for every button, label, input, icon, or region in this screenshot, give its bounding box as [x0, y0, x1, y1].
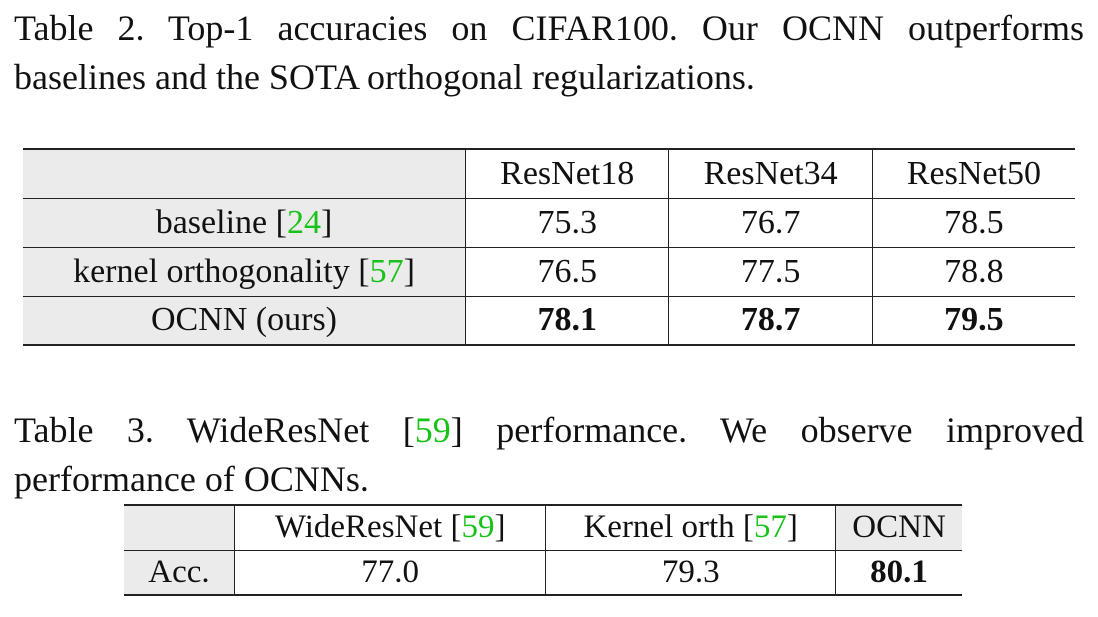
table2-corner-cell — [23, 149, 466, 199]
table2-row-label-ocnn: OCNN (ours) — [23, 295, 466, 345]
citation-link[interactable]: 57 — [753, 509, 787, 546]
table3-corner-cell — [124, 505, 235, 551]
table2-row-label-kernel-orthogonality: kernel orthogonality [57] — [23, 246, 466, 296]
citation-link[interactable]: 57 — [369, 252, 404, 290]
table-row: baseline [24] 75.3 76.7 78.5 — [23, 198, 1075, 247]
table2-cell: 76.7 — [668, 198, 873, 247]
citation-link[interactable]: 59 — [461, 509, 495, 546]
table3-header-row: WideResNet [59] Kernel orth [57] OCNN — [124, 505, 962, 551]
table2-col-resnet18: ResNet18 — [464, 149, 669, 199]
table2-cell: 78.5 — [871, 198, 1075, 247]
table3-cell: 79.3 — [545, 550, 836, 595]
table-row: kernel orthogonality [57] 76.5 77.5 78.8 — [23, 246, 1075, 296]
table2: ResNet18 ResNet34 ResNet50 baseline [24]… — [23, 148, 1075, 346]
table2-cell: 76.5 — [464, 246, 669, 296]
table3-cell-best: 80.1 — [835, 550, 962, 595]
table-row: OCNN (ours) 78.1 78.7 79.5 — [23, 295, 1075, 345]
table2-cell-best: 78.1 — [464, 295, 669, 345]
table3-cell: 77.0 — [233, 550, 546, 595]
table2-col-resnet34: ResNet34 — [668, 149, 873, 199]
table3: WideResNet [59] Kernel orth [57] OCNN Ac… — [124, 504, 962, 596]
table3-col-wideresnet: WideResNet [59] — [233, 505, 546, 551]
table2-cell: 78.8 — [871, 246, 1075, 296]
table2-col-resnet50: ResNet50 — [871, 149, 1075, 199]
table2-caption: Table 2. Top-1 accuracies on CIFAR100. O… — [14, 8, 1084, 97]
table3-row-label-acc: Acc. — [124, 550, 235, 595]
table3-caption: Table 3. WideResNet [59] performance. We… — [14, 410, 1084, 499]
citation-link[interactable]: 59 — [414, 410, 451, 450]
table2-cell-best: 78.7 — [668, 295, 873, 345]
table-row: Acc. 77.0 79.3 80.1 — [124, 550, 962, 595]
table2-cell: 75.3 — [464, 198, 669, 247]
table2-cell-best: 79.5 — [871, 295, 1075, 345]
citation-link[interactable]: 24 — [286, 203, 321, 241]
table3-col-ocnn: OCNN — [835, 505, 962, 551]
table3-col-kernel-orth: Kernel orth [57] — [545, 505, 836, 551]
table2-row-label-baseline: baseline [24] — [23, 198, 466, 247]
table2-cell: 77.5 — [668, 246, 873, 296]
table2-header-row: ResNet18 ResNet34 ResNet50 — [23, 149, 1075, 199]
